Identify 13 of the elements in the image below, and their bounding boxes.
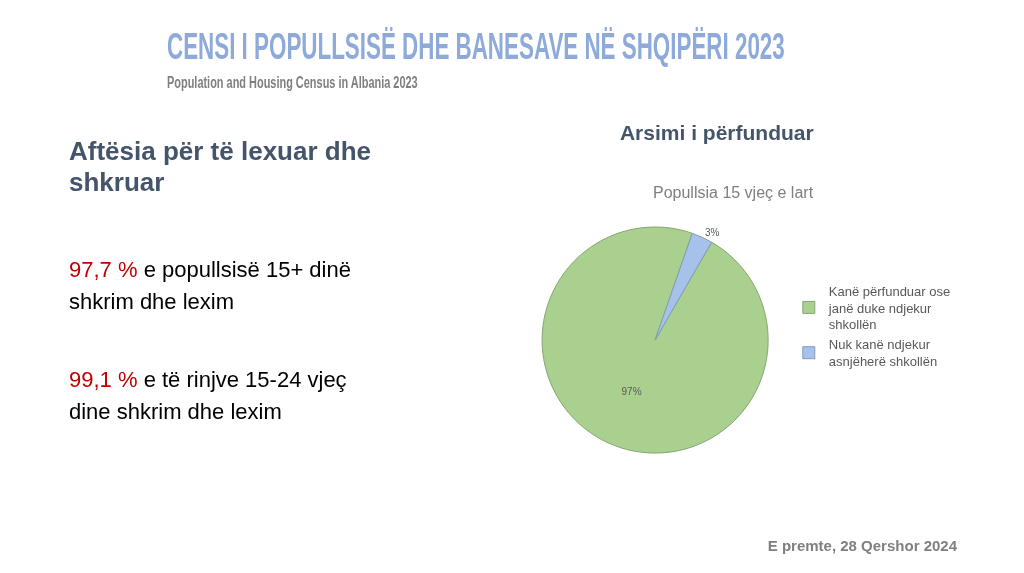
chart-title: Arsimi i përfunduar bbox=[619, 121, 814, 145]
text: 97,7 % e popullsisë 15+ dinë shkrim dhe lexim bbox=[69, 256, 352, 316]
legend-label: Kanë përfunduar ose janë duke ndjekur shkollën bbox=[827, 283, 951, 333]
data-label: 97% bbox=[621, 385, 642, 397]
text: CENSI I POPULLSISË DHE BANESAVE NË SHQIPËRI 2023 bbox=[167, 26, 785, 67]
text: 99,1 % e të rinjve 15-24 vjeç dine shkrim dhe lexim bbox=[69, 366, 348, 426]
text: Population and Housing Census in Albania 2023 bbox=[167, 74, 418, 91]
chart-subtitle: Popullsia 15 vjeç e lart bbox=[653, 184, 814, 201]
legend-label: Nuk kanë ndjekur asnjëherë shkollën bbox=[828, 337, 938, 370]
text: Aftësia për të lexuar dhe shkruar bbox=[69, 136, 372, 198]
data-label: 3% bbox=[704, 227, 720, 239]
text: E premte, 28 Qershor 2024 bbox=[767, 537, 957, 555]
pie-slice bbox=[541, 226, 769, 454]
